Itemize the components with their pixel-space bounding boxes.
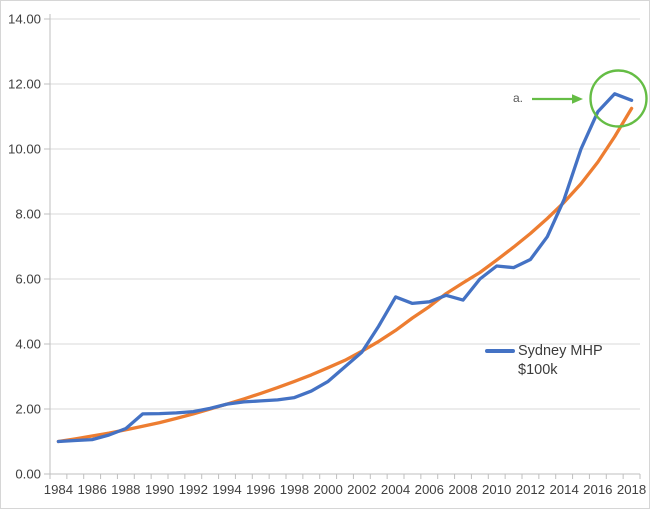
y-tick-label: 14.00: [8, 12, 41, 27]
x-tick-label: 2014: [549, 482, 578, 497]
x-tick-label: 1998: [280, 482, 309, 497]
y-tick-label: 6.00: [15, 272, 41, 287]
annotation-arrowhead: [572, 94, 583, 104]
x-tick-label: 2018: [617, 482, 646, 497]
x-tick-label: 2002: [347, 482, 376, 497]
legend: Sydney MHP $100k: [485, 342, 603, 379]
legend-label-line1: Sydney MHP: [518, 343, 603, 359]
annotation-circle: [589, 69, 648, 128]
x-tick-label: 1990: [145, 482, 174, 497]
x-tick-label: 2010: [482, 482, 511, 497]
series-trendline-line: [56, 106, 634, 444]
legend-label-line2: $100k: [518, 361, 558, 378]
x-tick-label: 1994: [212, 482, 241, 497]
legend-label: Sydney MHP $100k: [518, 342, 603, 379]
x-tick-label: 1986: [77, 482, 106, 497]
y-tick-label: 8.00: [15, 207, 41, 222]
x-tick-label: 1988: [111, 482, 140, 497]
x-tick-label: 2000: [313, 482, 342, 497]
y-tick-label: 2.00: [15, 402, 41, 417]
y-tick-label: 0.00: [15, 467, 41, 482]
x-tick-label: 1992: [179, 482, 208, 497]
x-tick-label: 2012: [516, 482, 545, 497]
series-sydney-mhp-line: [56, 92, 634, 444]
x-tick-label: 2004: [381, 482, 410, 497]
x-tick-label: 1996: [246, 482, 275, 497]
annotation-label: a.: [513, 91, 524, 105]
x-tick-label: 1984: [44, 482, 73, 497]
x-tick-label: 2016: [583, 482, 612, 497]
legend-line-sample: [485, 349, 515, 353]
y-tick-label: 10.00: [8, 142, 41, 157]
x-tick-label: 2006: [415, 482, 444, 497]
y-tick-label: 4.00: [15, 337, 41, 352]
y-tick-label: 12.00: [8, 77, 41, 92]
x-tick-label: 2008: [448, 482, 477, 497]
